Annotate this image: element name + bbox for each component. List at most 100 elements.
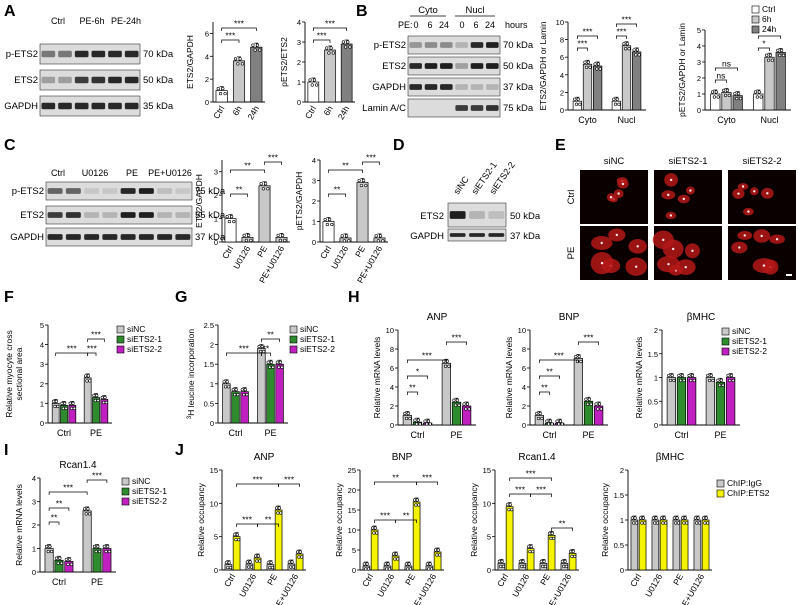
data-point bbox=[443, 364, 448, 368]
nucleus bbox=[691, 249, 694, 252]
time-label: 0 bbox=[413, 20, 418, 30]
data-point bbox=[83, 507, 87, 511]
x-tick-label: Ctrl bbox=[675, 430, 689, 440]
data-point bbox=[418, 422, 422, 426]
row-label: GAPDH bbox=[372, 82, 406, 93]
sig-label: ** bbox=[263, 344, 270, 354]
data-point bbox=[701, 516, 706, 520]
blot-band bbox=[440, 42, 453, 48]
data-point bbox=[710, 90, 715, 94]
sig-label: ** bbox=[244, 161, 251, 171]
blot-band bbox=[470, 105, 484, 111]
blot-band bbox=[102, 188, 118, 194]
x-tick-label: Ctrl bbox=[52, 577, 66, 587]
data-point bbox=[780, 48, 784, 53]
data-point bbox=[270, 566, 275, 570]
data-point bbox=[269, 561, 273, 565]
data-point bbox=[381, 239, 385, 243]
row-label: GAPDH bbox=[4, 101, 38, 112]
y-tick-label: 1 bbox=[32, 545, 36, 554]
data-point bbox=[584, 397, 588, 401]
blot-band bbox=[124, 76, 139, 84]
y-tick-label: 8 bbox=[522, 345, 526, 354]
blot-band bbox=[138, 234, 154, 240]
data-point bbox=[48, 544, 52, 549]
data-point bbox=[462, 402, 466, 406]
data-point bbox=[287, 560, 291, 564]
nucleus bbox=[747, 210, 750, 213]
y-tick-label: 0 bbox=[697, 106, 701, 115]
sig-label: * bbox=[762, 39, 766, 49]
blot-band bbox=[74, 102, 89, 110]
data-point bbox=[632, 48, 636, 52]
y-tick-label: 2 bbox=[205, 75, 209, 84]
bar bbox=[83, 377, 92, 424]
data-point bbox=[234, 538, 238, 542]
data-point bbox=[522, 564, 527, 568]
data-point bbox=[60, 401, 64, 405]
x-tick-label: PE bbox=[265, 572, 279, 587]
data-point bbox=[244, 238, 248, 242]
bar bbox=[764, 56, 775, 111]
data-point bbox=[505, 503, 510, 507]
blot-GAPDH bbox=[45, 227, 193, 247]
data-point bbox=[733, 91, 737, 96]
y-axis-label: Relative mRNA levels bbox=[634, 337, 644, 419]
blot-band bbox=[91, 102, 106, 110]
sig-bracket bbox=[261, 352, 271, 356]
nucleus bbox=[669, 214, 673, 217]
data-point bbox=[249, 565, 254, 569]
bar bbox=[82, 510, 92, 573]
row-label: GAPDH bbox=[10, 232, 44, 243]
data-point bbox=[633, 516, 637, 520]
data-point bbox=[630, 516, 634, 520]
data-point bbox=[406, 567, 410, 571]
y-axis-label: Relative mRNA levels bbox=[14, 484, 24, 566]
x-tick-label: Ctrl bbox=[411, 430, 425, 440]
row-label: ETS2 bbox=[20, 210, 44, 221]
blot-band bbox=[470, 84, 484, 90]
data-point bbox=[268, 566, 272, 570]
data-point bbox=[323, 217, 327, 222]
data-point bbox=[664, 521, 668, 525]
nucleus bbox=[662, 238, 665, 242]
data-point bbox=[738, 96, 743, 101]
data-point bbox=[757, 90, 761, 94]
legend-label: siETS2-2 bbox=[132, 496, 167, 506]
data-point bbox=[624, 47, 628, 51]
row-label: PE bbox=[566, 247, 577, 260]
chart-title: Rcan1.4 bbox=[518, 452, 556, 463]
data-point bbox=[501, 564, 506, 568]
y-axis-label-main: H leucine incorporation bbox=[186, 329, 196, 416]
data-point bbox=[56, 404, 60, 409]
data-point bbox=[682, 378, 686, 383]
data-point bbox=[547, 531, 552, 535]
sig-label: ns bbox=[716, 71, 725, 81]
data-point bbox=[641, 516, 645, 520]
y-tick-label: 4 bbox=[522, 383, 526, 392]
data-point bbox=[735, 96, 739, 101]
data-point bbox=[540, 416, 544, 421]
data-point bbox=[56, 561, 60, 565]
legend-label: siETS2-1 bbox=[127, 334, 162, 344]
sig-bracket bbox=[578, 341, 599, 345]
chart-title: Rcan1.4 bbox=[59, 460, 97, 471]
data-point bbox=[680, 516, 685, 520]
sig-bracket bbox=[362, 161, 380, 165]
data-point bbox=[86, 374, 90, 378]
sig-label: * bbox=[416, 367, 420, 377]
data-point bbox=[670, 373, 674, 378]
y-tick-label: 0 bbox=[522, 421, 526, 430]
data-point bbox=[574, 354, 578, 359]
x-tick-label: 24h bbox=[336, 104, 352, 122]
data-point bbox=[680, 373, 684, 378]
y-tick-label: 5 bbox=[487, 533, 491, 542]
nucleus bbox=[684, 265, 687, 269]
y-axis-label: Relative occupancy bbox=[469, 482, 479, 556]
y-tick-label: 1 bbox=[40, 399, 44, 408]
data-point bbox=[291, 565, 296, 569]
lane-label: PE+U0126 bbox=[148, 168, 192, 178]
data-point bbox=[348, 45, 352, 49]
kda-label: 70 kDa bbox=[503, 40, 534, 51]
